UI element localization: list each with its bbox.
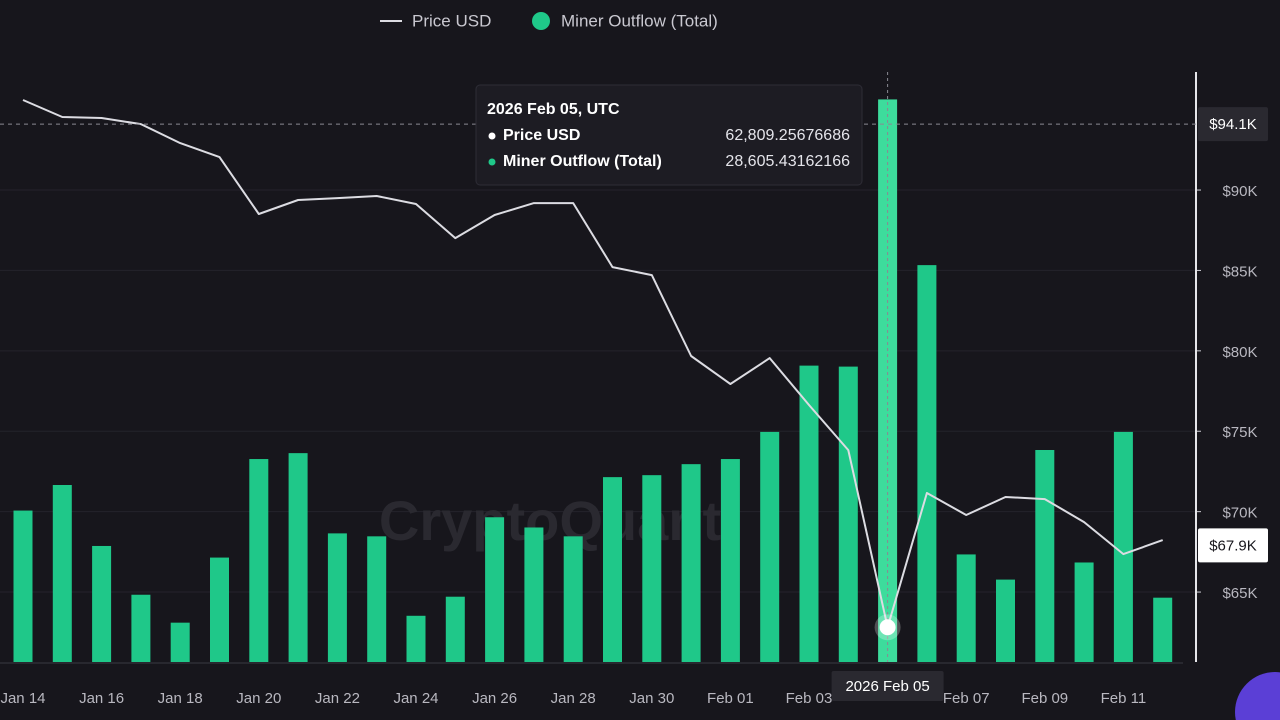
y-tick-label: $80K xyxy=(1222,344,1257,361)
x-tick-label: Jan 26 xyxy=(472,690,517,707)
bar xyxy=(1074,562,1094,662)
bar xyxy=(249,459,269,662)
axes: $65K $70K $75K $80K $85K $90K Jan 14 Jan 16 Jan … xyxy=(0,72,1268,707)
lines xyxy=(22,99,1164,629)
bar xyxy=(13,510,33,662)
bar xyxy=(760,431,780,662)
y-tick-label: $65K xyxy=(1222,585,1257,602)
price-marker-box xyxy=(1198,107,1268,142)
bar xyxy=(1113,431,1133,662)
tooltip-value: 62,809.25676686 xyxy=(725,127,850,144)
tooltip-dot xyxy=(488,132,496,140)
x-tick-label: Jan 22 xyxy=(315,690,360,707)
tooltip-dot xyxy=(488,158,496,166)
bar xyxy=(485,517,505,662)
bar xyxy=(838,366,858,662)
help-button[interactable] xyxy=(1235,672,1280,720)
bar xyxy=(1035,449,1055,662)
crosshair-label: 2026 Feb 05 xyxy=(845,678,929,695)
bar xyxy=(210,557,229,662)
hover-point xyxy=(879,619,896,636)
bar xyxy=(524,527,544,662)
x-tick-label: Jan 28 xyxy=(551,690,596,707)
legend-label[interactable]: Price USD xyxy=(412,11,491,30)
bars xyxy=(13,99,1173,662)
x-tick-label: Jan 16 xyxy=(79,690,124,707)
x-tick-label: Jan 30 xyxy=(629,690,674,707)
bar xyxy=(367,536,387,662)
x-tick-label: Feb 01 xyxy=(707,690,754,707)
legend-label[interactable]: Miner Outflow (Total) xyxy=(561,11,718,30)
bar xyxy=(996,579,1015,662)
price-marker-box xyxy=(1198,528,1268,563)
tooltip: 2026 Feb 05, UTC Price USD 62,809.256766… xyxy=(475,84,863,186)
bar xyxy=(720,459,740,662)
price-line xyxy=(22,99,1164,629)
bar xyxy=(642,475,662,662)
crosshair-label-box xyxy=(831,671,944,701)
bar xyxy=(327,533,347,662)
bar xyxy=(288,453,308,662)
bar xyxy=(799,365,819,662)
tooltip-box xyxy=(475,84,863,186)
tooltip-title: 2026 Feb 05, UTC xyxy=(487,101,620,118)
x-tick-label: Feb 07 xyxy=(943,690,990,707)
x-tick-label: Jan 20 xyxy=(236,690,281,707)
y-tick-label: $90K xyxy=(1222,183,1257,200)
tooltip-name: Price USD xyxy=(503,127,580,144)
bar xyxy=(445,596,465,662)
x-tick-label: Feb 03 xyxy=(786,690,833,707)
bar xyxy=(563,536,583,662)
tooltip-name: Miner Outflow (Total) xyxy=(503,153,662,170)
y-tick-label: $85K xyxy=(1222,263,1257,280)
bar xyxy=(52,485,72,662)
tooltip-value: 28,605.43162166 xyxy=(725,153,850,170)
bar xyxy=(1153,597,1173,662)
legend[interactable]: Price USD Miner Outflow (Total) xyxy=(380,11,718,30)
bar xyxy=(170,622,190,662)
help-button-circle[interactable] xyxy=(1235,672,1280,720)
x-tick-label: Jan 14 xyxy=(0,690,45,707)
bar xyxy=(131,594,151,662)
hover: 2026 Feb 05 xyxy=(0,72,1196,701)
price-marker-label: $67.9K xyxy=(1209,537,1257,554)
price-marker-label: $94.1K xyxy=(1209,116,1257,133)
y-tick-label: $70K xyxy=(1222,505,1257,522)
bar xyxy=(681,464,701,662)
bar xyxy=(406,615,426,662)
legend-dot-swatch xyxy=(532,12,550,30)
y-tick-label: $75K xyxy=(1222,424,1257,441)
x-tick-label: Feb 11 xyxy=(1101,690,1147,707)
bar xyxy=(917,265,937,662)
watermark: CryptoQuant xyxy=(379,489,721,552)
x-tick-label: Feb 09 xyxy=(1021,690,1068,707)
x-tick-label: Jan 18 xyxy=(158,690,203,707)
bar xyxy=(92,545,112,662)
bar xyxy=(956,554,976,662)
bar xyxy=(603,477,622,662)
grid xyxy=(0,189,1196,593)
x-tick-label: Jan 24 xyxy=(393,690,438,707)
